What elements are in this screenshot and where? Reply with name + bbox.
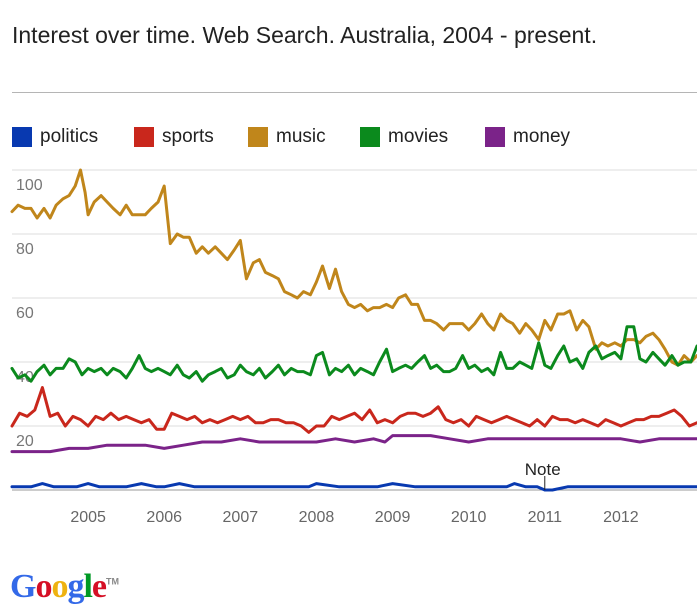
legend-label: politics xyxy=(40,126,99,147)
x-tick-label: 2006 xyxy=(146,509,182,526)
chart-title: Interest over time. Web Search. Australi… xyxy=(12,22,598,48)
logo-trademark: TM xyxy=(106,576,119,587)
google-logo: GoogleTM xyxy=(10,568,119,606)
logo-letter: G xyxy=(10,568,36,605)
y-tick-label: 60 xyxy=(16,305,34,322)
series-line-movies xyxy=(10,325,697,383)
series-line-money xyxy=(10,434,697,454)
legend-swatch xyxy=(485,127,505,147)
legend-swatch xyxy=(360,127,380,147)
legend-label: money xyxy=(513,126,571,147)
legend-swatch xyxy=(248,127,268,147)
logo-letter: e xyxy=(91,568,107,605)
x-tick-label: 2008 xyxy=(299,509,335,526)
series-line-sports xyxy=(10,386,697,434)
logo-letter: o xyxy=(35,568,52,605)
y-tick-label: 80 xyxy=(16,241,34,258)
x-tick-label: 2007 xyxy=(223,509,259,526)
legend-item-money[interactable]: money xyxy=(485,126,570,148)
title-divider xyxy=(12,92,697,93)
logo-letter: l xyxy=(83,568,93,605)
x-tick-label: 2010 xyxy=(451,509,487,526)
legend-swatch xyxy=(12,127,32,147)
x-tick-label: 2011 xyxy=(528,509,563,526)
y-tick-label: 100 xyxy=(16,177,43,194)
x-tick-label: 2009 xyxy=(375,509,411,526)
annotation-note[interactable]: Note xyxy=(525,460,561,479)
legend-label: movies xyxy=(388,126,449,147)
series-line-politics xyxy=(10,482,697,492)
legend-item-sports[interactable]: sports xyxy=(134,126,214,148)
legend-label: music xyxy=(276,126,326,147)
legend-label: sports xyxy=(162,126,214,147)
series-line-music xyxy=(10,168,697,367)
y-tick-label: 20 xyxy=(16,433,34,450)
logo-letter: g xyxy=(67,568,84,605)
legend-item-politics[interactable]: politics xyxy=(12,126,98,148)
legend-swatch xyxy=(134,127,154,147)
legend-item-music[interactable]: music xyxy=(248,126,326,148)
chart-plot-area: 20 40 60 80 100 2005 2006 2007 2008 2009 2010 2011 2… xyxy=(10,168,697,526)
logo-letter: o xyxy=(51,568,68,605)
legend-item-movies[interactable]: movies xyxy=(360,126,448,148)
x-tick-label: 2012 xyxy=(603,509,639,526)
y-tick-label: 40 xyxy=(16,369,34,386)
x-tick-label: 2005 xyxy=(70,509,106,526)
